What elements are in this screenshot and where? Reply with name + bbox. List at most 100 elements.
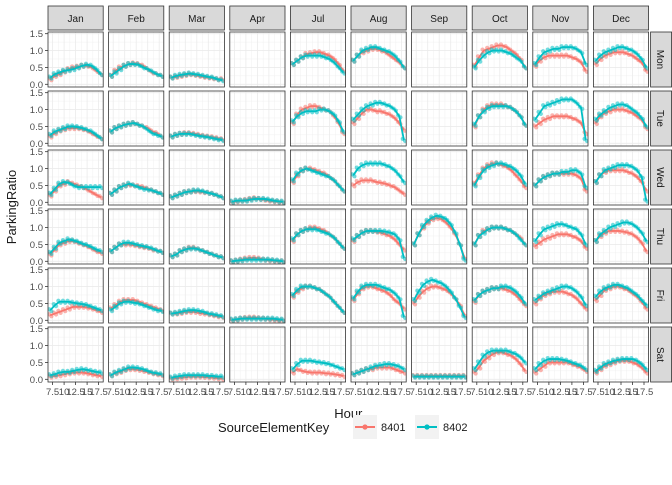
x-tick-label: 12.5: [66, 387, 85, 398]
panel-fri-mar: [168, 267, 225, 324]
x-tick-label: 7.5: [167, 387, 180, 398]
panel-border: [532, 208, 589, 265]
panel-mon-apr: [229, 31, 286, 88]
panel-data: [411, 276, 467, 321]
series-line-8402: [352, 101, 405, 141]
series-line-8402: [473, 105, 526, 126]
series-line-8402: [171, 132, 223, 141]
panel-data: [532, 167, 588, 194]
x-tick-label: 12.5: [248, 387, 267, 398]
panel-border: [350, 267, 407, 324]
x-tick-label: 7.5: [591, 387, 604, 398]
strip-row-tue: Tue: [650, 90, 672, 147]
panel-border: [229, 31, 286, 88]
series-line-8402: [231, 198, 283, 203]
y-tick-label: 0.5: [30, 181, 43, 192]
panel-border: [350, 149, 407, 206]
panel-border: [168, 208, 225, 265]
panel-grid: [593, 150, 649, 205]
strip-col-jul: Jul: [289, 5, 346, 31]
panel-thu-mar: [168, 208, 225, 265]
panel-data: [532, 96, 588, 144]
panel-mon-oct: [471, 31, 528, 88]
strip-row-sat: Sat: [650, 326, 672, 383]
panel-border: [593, 208, 650, 265]
x-tick-label: 10: [604, 387, 615, 398]
series-line-8402: [534, 285, 587, 306]
panel-data: [472, 224, 528, 248]
panel-border: [350, 31, 407, 88]
panel-border: [168, 90, 225, 147]
panel-mon-jan: 0.0 0.5 1.0 1.5: [30, 29, 104, 91]
panel-data: [229, 254, 286, 264]
series-line-8402: [413, 214, 466, 260]
strip-col-label: Mar: [188, 14, 206, 25]
strip-col-jan: Jan: [47, 5, 104, 31]
x-tick-label: 7.5: [288, 387, 301, 398]
panel-data: [48, 366, 104, 380]
panel-data: [532, 44, 588, 74]
strip-col-label: Sep: [430, 14, 448, 25]
panel-border: [411, 267, 468, 324]
panel-border: [593, 267, 650, 324]
strip-row-label: Fri: [654, 290, 665, 302]
x-tick-label: 17.5: [453, 387, 472, 398]
strip-col-label: Jan: [68, 14, 84, 25]
panel-tue-dec: [593, 90, 650, 147]
panel-data: [290, 224, 346, 251]
series-line-8402: [171, 189, 223, 199]
strip-col-bg: [289, 5, 346, 31]
panel-data: [351, 227, 407, 262]
x-tick-label: 12.5: [430, 387, 449, 398]
series-line-8402: [352, 230, 405, 259]
strip-col-label: Dec: [612, 14, 630, 25]
strip-col-bg: [471, 5, 528, 31]
panel-grid: [169, 209, 225, 264]
x-tick-label: 7.5: [46, 387, 59, 398]
x-tick-label: 17.5: [514, 387, 533, 398]
series-line-8402: [534, 98, 587, 141]
x-tick-label: 15: [385, 387, 396, 398]
strip-col-bg: [108, 5, 165, 31]
series-line-8402: [292, 359, 344, 371]
panel-grid: [169, 150, 225, 205]
panel-mon-jul: [289, 31, 346, 88]
panel-data: [532, 283, 588, 312]
panel-data: [290, 283, 346, 315]
series-line-8402: [110, 300, 162, 312]
strip-row-wed: Wed: [650, 149, 672, 206]
series-line-8402: [110, 241, 162, 253]
panel-grid: [48, 327, 104, 382]
series-line-8401: [352, 108, 405, 131]
panel-mon-aug: [350, 31, 407, 88]
series-line-8402: [171, 247, 223, 259]
panel-border: [108, 31, 165, 88]
panel-grid: [229, 91, 285, 146]
series-line-8401: [352, 285, 405, 310]
y-tick-label: 0.0: [30, 257, 43, 268]
y-tick-label: 1.5: [30, 265, 43, 276]
panel-border: [108, 90, 165, 147]
series-line-8402: [49, 300, 102, 312]
series-line-8401: [352, 179, 405, 195]
x-tick-label: 12.5: [309, 387, 328, 398]
x-tick-label: 7.5: [107, 387, 120, 398]
series-line-8402: [534, 46, 587, 65]
panel-data: [290, 165, 346, 194]
panel-data: [169, 307, 225, 321]
y-tick-label: 1.5: [30, 29, 43, 40]
panel-border: [289, 90, 346, 147]
panel-mon-mar: [168, 31, 225, 88]
x-tick-label: 7.5: [410, 387, 423, 398]
panel-grid: [411, 32, 467, 87]
series-line-8401: [473, 44, 526, 68]
panel-grid: [411, 268, 467, 323]
series-line-8402: [473, 49, 526, 68]
series-line-8402: [534, 169, 587, 188]
panel-data: [169, 244, 225, 261]
x-tick-label: 10: [483, 387, 494, 398]
panel-data: [169, 187, 225, 201]
series-line-8402: [352, 363, 405, 376]
